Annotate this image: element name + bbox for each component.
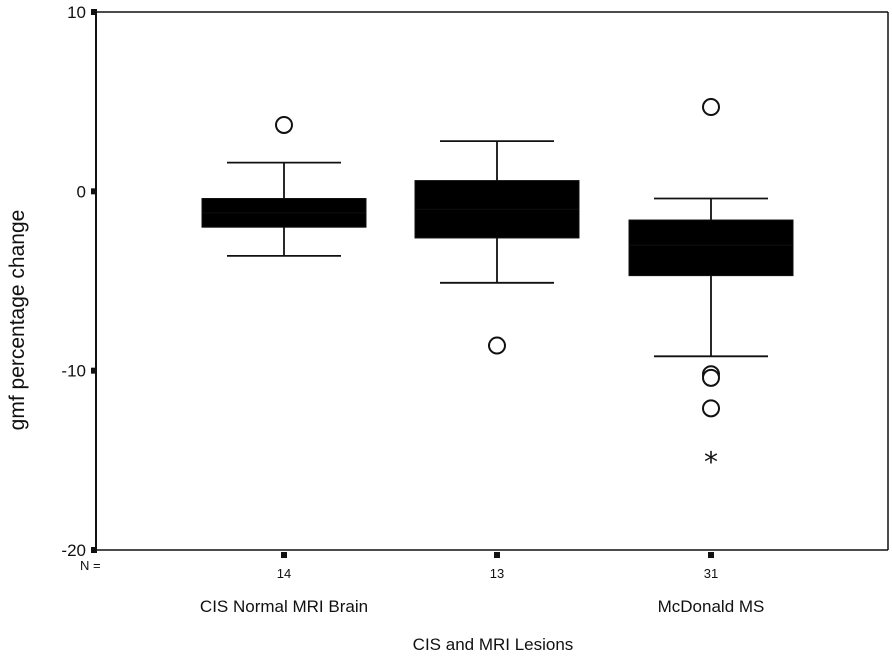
y-tick-label: 0 bbox=[77, 182, 86, 201]
n-count-label: 13 bbox=[490, 566, 504, 581]
n-count-label: 31 bbox=[704, 566, 718, 581]
x-tick-mark bbox=[494, 552, 500, 558]
outlier-point bbox=[702, 368, 720, 387]
y-tick-mark bbox=[91, 9, 97, 15]
category-label: CIS Normal MRI Brain bbox=[200, 597, 368, 616]
y-axis-title: gmf percentage change bbox=[6, 210, 29, 431]
outlier-point bbox=[702, 399, 720, 418]
box-groups: * bbox=[201, 98, 794, 479]
y-tick-mark bbox=[91, 188, 97, 195]
y-tick-label: -10 bbox=[61, 362, 86, 381]
y-tick-mark bbox=[91, 367, 97, 374]
x-tick-mark bbox=[281, 552, 287, 558]
x-tick-mark bbox=[708, 552, 714, 558]
n-prefix-label: N = bbox=[80, 558, 101, 573]
box-group bbox=[201, 115, 367, 257]
box-group: * bbox=[628, 98, 794, 479]
y-tick-label: 10 bbox=[67, 3, 86, 22]
x-axis-title: CIS and MRI Lesions bbox=[413, 635, 574, 654]
outlier-point bbox=[702, 98, 720, 117]
extreme-point: * bbox=[704, 446, 718, 479]
outlier-point bbox=[275, 115, 293, 134]
x-axis: N = 14 CIS Normal MRI Brain 13 31 McDonald MS bbox=[80, 552, 764, 616]
outlier-point bbox=[488, 336, 506, 355]
box-group bbox=[414, 140, 580, 355]
y-tick-mark bbox=[91, 547, 97, 553]
y-axis: 10 0 -10 -20 bbox=[61, 3, 97, 560]
plot-frame bbox=[95, 11, 889, 551]
box-iqr bbox=[628, 219, 794, 277]
category-label: McDonald MS bbox=[658, 597, 765, 616]
y-tick-label: -20 bbox=[61, 541, 86, 560]
n-count-label: 14 bbox=[277, 566, 291, 581]
